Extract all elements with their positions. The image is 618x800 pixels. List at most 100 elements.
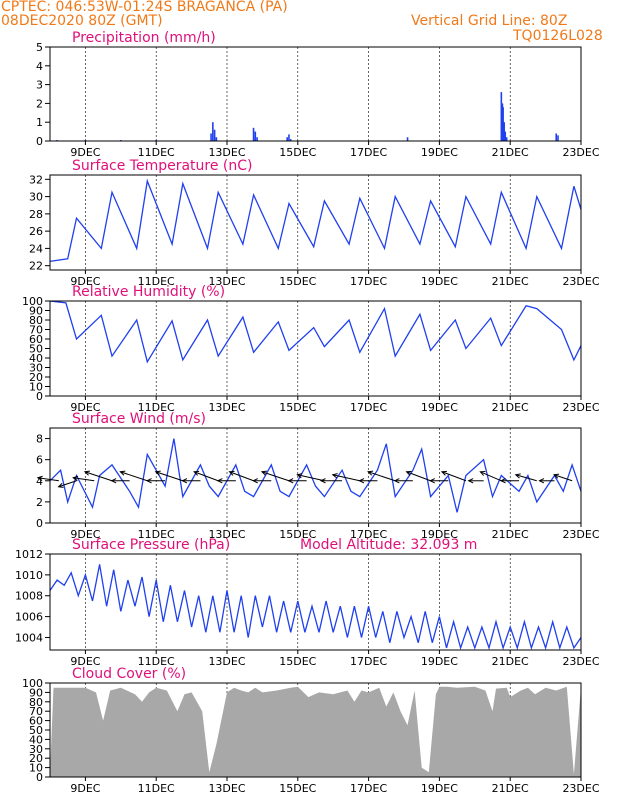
x-tick-label: 23DEC	[562, 528, 599, 541]
x-tick-label: 17DEC	[350, 275, 387, 288]
x-tick-label: 17DEC	[350, 528, 387, 541]
wind-vector-head	[538, 478, 545, 484]
y-tick-label: 0	[36, 771, 43, 784]
wind-vector	[58, 480, 77, 488]
panel-title: Surface Temperature (nC)	[72, 158, 253, 174]
y-tick-label: 0	[36, 517, 43, 530]
wind-vector	[155, 471, 183, 482]
y-tick-label: 24	[29, 242, 43, 255]
x-tick-label: 19DEC	[421, 528, 458, 541]
y-tick-label: 0	[36, 390, 43, 403]
wind-vector-head	[287, 478, 294, 484]
wind-vector-head	[553, 473, 560, 479]
x-tick-label: 19DEC	[421, 655, 458, 668]
wind-vector-head	[440, 470, 447, 476]
wind-vector-head	[367, 470, 374, 476]
x-tick-label: 19DEC	[421, 401, 458, 414]
y-tick-label: 1012	[15, 548, 43, 561]
y-tick-label: 20	[29, 371, 43, 384]
precip-bar	[505, 137, 508, 141]
panel-frame	[49, 174, 582, 271]
x-tick-label: 9DEC	[70, 782, 100, 795]
wind-vector-head	[145, 478, 152, 484]
wind-vector-head	[319, 478, 326, 484]
x-tick-label: 19DEC	[421, 146, 458, 159]
wind-vector-head	[296, 473, 303, 479]
precip-bar	[504, 131, 507, 141]
wind-vector-head	[252, 478, 258, 484]
pressure-panel: 1004 1006 1008 1010 1012 9DEC 11DEC 13DEC 15DEC 1…	[15, 537, 600, 668]
wind-vector-head	[216, 478, 223, 484]
precip-bar	[503, 122, 505, 141]
x-tick-label: 15DEC	[279, 655, 316, 668]
y-tick-label: 10	[29, 381, 43, 394]
station-label: CPTEC: 046:53W-01:24S BRAGANCA (PA)	[1, 0, 288, 15]
y-tick-label: 100	[22, 677, 43, 690]
y-tick-label: 26	[29, 225, 43, 238]
y-tick-label: 10	[29, 762, 43, 775]
y-tick-label: 28	[29, 208, 43, 221]
x-tick-label: 17DEC	[350, 146, 387, 159]
x-tick-label: 13DEC	[208, 146, 245, 159]
model-label: TQ0126L028	[513, 28, 603, 44]
wind-vector-head	[193, 470, 200, 476]
x-tick-label: 23DEC	[562, 401, 599, 414]
pressure-line	[49, 564, 582, 651]
x-tick-label: 9DEC	[70, 528, 100, 541]
wind-vector-head	[36, 475, 43, 481]
precip-bar	[210, 133, 212, 141]
precip-bar	[289, 139, 292, 141]
y-tick-label: 1010	[15, 569, 43, 582]
y-tick-label: 1	[36, 116, 43, 129]
y-tick-label: 30	[29, 743, 43, 756]
precip-bar	[555, 133, 558, 141]
wind-vector-head	[83, 470, 90, 476]
y-tick-label: 8	[36, 433, 43, 446]
x-tick-label: 13DEC	[208, 275, 245, 288]
wind-vector	[193, 471, 219, 482]
panel-frame	[49, 46, 582, 142]
wind-vector-head	[119, 470, 126, 476]
x-tick-label: 15DEC	[279, 146, 316, 159]
x-tick-label: 9DEC	[70, 401, 100, 414]
y-tick-label: 5	[36, 41, 43, 54]
precip-bar	[500, 92, 503, 141]
wind-vector	[441, 471, 467, 482]
wind-vector	[297, 474, 325, 482]
x-tick-label: 21DEC	[492, 401, 529, 414]
y-tick-label: 3	[36, 79, 43, 92]
wind-vector-head	[467, 478, 474, 484]
x-tick-label: 17DEC	[350, 401, 387, 414]
y-tick-label: 6	[36, 454, 43, 467]
x-tick-label: 23DEC	[562, 275, 599, 288]
precip-bar	[502, 107, 504, 141]
y-tick-label: 32	[29, 173, 43, 186]
y-tick-label: 30	[29, 362, 43, 375]
wind-vector-head	[393, 478, 400, 484]
x-tick-label: 21DEC	[492, 146, 529, 159]
wind-vector-head	[181, 478, 188, 484]
precip-bar	[288, 134, 290, 141]
panel-title: Surface Pressure (hPa)	[72, 537, 230, 553]
wind-vector-head	[260, 470, 267, 476]
panel-annotation: Model Altitude: 32.093 m	[300, 537, 477, 553]
y-tick-label: 70	[29, 705, 43, 718]
x-tick-label: 19DEC	[421, 275, 458, 288]
x-tick-label: 15DEC	[279, 528, 316, 541]
wind-vector	[332, 474, 360, 482]
precip-bar	[406, 137, 409, 141]
x-tick-label: 21DEC	[492, 528, 529, 541]
x-tick-label: 19DEC	[421, 782, 458, 795]
wind-vector	[406, 471, 431, 482]
x-tick-label: 11DEC	[138, 146, 175, 159]
y-tick-label: 60	[29, 333, 43, 346]
x-tick-label: 21DEC	[492, 275, 529, 288]
y-tick-label: 22	[29, 260, 43, 273]
x-tick-label: 11DEC	[138, 528, 175, 541]
x-tick-label: 15DEC	[279, 401, 316, 414]
y-tick-label: 20	[29, 752, 43, 765]
wind-vector-head	[479, 471, 486, 476]
panel-frame	[49, 553, 582, 651]
